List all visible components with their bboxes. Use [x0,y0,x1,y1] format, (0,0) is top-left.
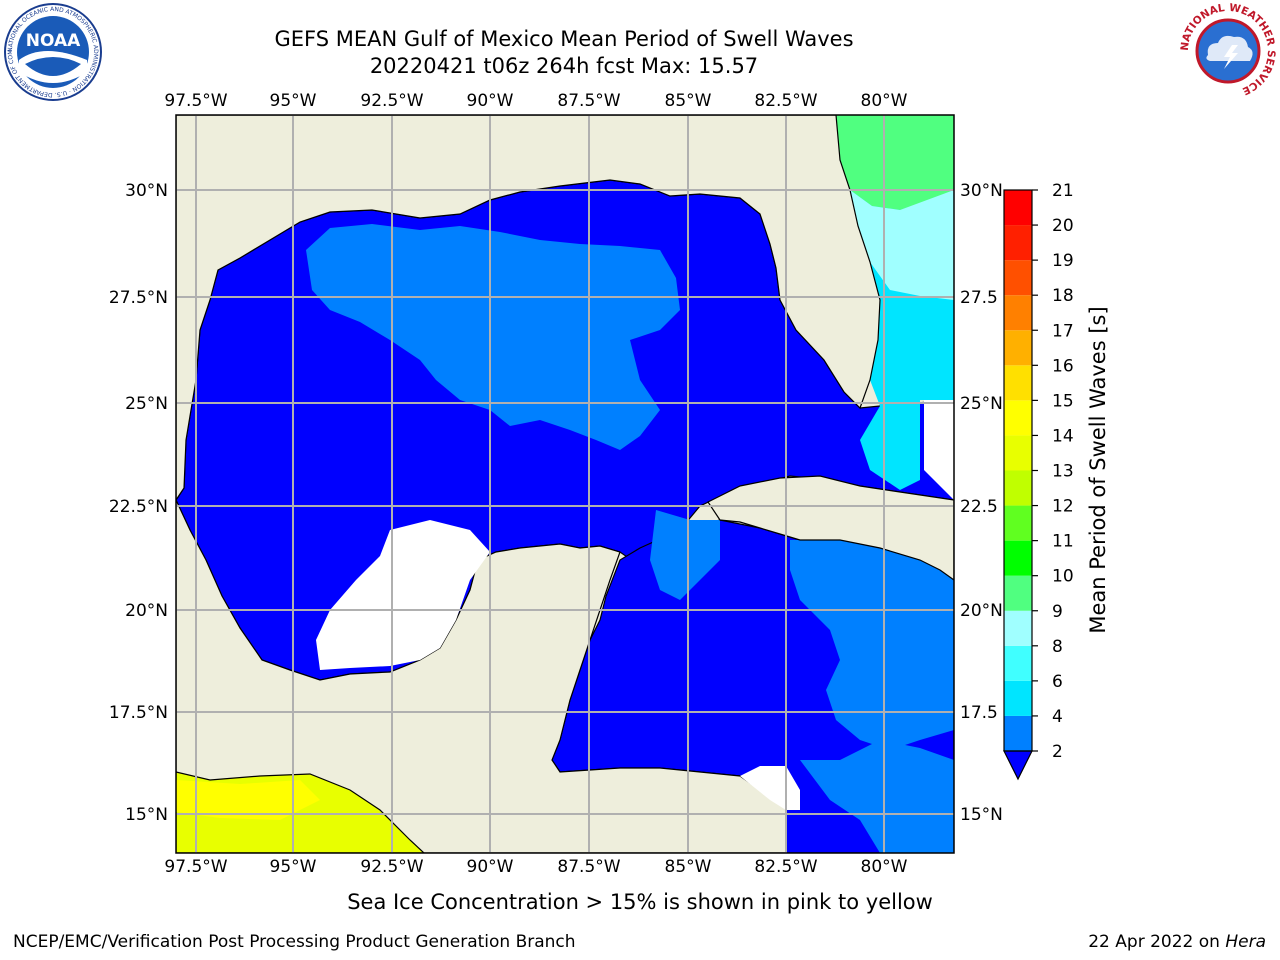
lat-tick-label: 17.5°N [109,703,168,723]
colorbar-swatch [1004,645,1032,681]
footer-machine: Hera [1225,932,1266,952]
sea-ice-note: Sea Ice Concentration > 15% is shown in … [347,890,933,914]
straits-cyan-region [860,400,920,490]
campeche-no-data [316,520,490,670]
colorbar-tick-label: 14 [1052,426,1074,446]
colorbar-tick-label: 11 [1052,532,1074,552]
lon-tick-label: 85°W [665,91,712,111]
colorbar-tick-label: 19 [1052,251,1074,271]
footer-branch: NCEP/EMC/Verification Post Processing Pr… [13,932,576,952]
lat-tick-label: 27.5°N [109,288,168,308]
lat-tick-label: 20°N [960,601,1003,621]
colorbar-tick-label: 15 [1052,391,1074,411]
lon-tick-label: 97.5°W [164,857,227,877]
colorbar-tick-label: 6 [1052,672,1063,692]
lon-tick-label: 85°W [665,857,712,877]
longitude-labels-top: 97.5°W 95°W 92.5°W 90°W 87.5°W 85°W 82.5°W 80°W [164,91,907,111]
nws-logo: NATIONAL WEATHER SERVICE [1179,2,1277,99]
lat-tick-label: 15°N [960,805,1003,825]
map-frame [175,114,955,854]
colorbar-swatch [1004,365,1032,401]
colorbar-swatch [1004,505,1032,541]
latitude-labels-left: 30°N 27.5°N 25°N 22.5°N 20°N 17.5°N 15°N [109,181,168,825]
southeast-caribbean-4-6s [800,740,954,853]
colorbar-label: Mean Period of Swell Waves [s] [1086,306,1110,633]
atlantic-green-band [836,115,954,210]
lat-tick-label: 27.5 [960,288,998,308]
noaa-logo-text: NOAA [26,31,81,51]
lon-tick-label: 82.5°W [754,91,817,111]
longitude-labels-bottom: 97.5°W 95°W 92.5°W 90°W 87.5°W 85°W 82.5°W 80°W [164,857,907,877]
lat-tick-label: 25°N [125,394,168,414]
lat-lon-grid [176,115,954,853]
colorbar-swatch [1004,575,1032,611]
colorbar-swatch [1004,260,1032,296]
colorbar-swatch [1004,435,1032,471]
lon-tick-label: 82.5°W [754,857,817,877]
lat-tick-label: 30°N [960,181,1003,201]
lon-tick-label: 90°W [467,857,514,877]
latitude-labels-right: 30°N 27.5 25°N 22.5 20°N 17.5 15°N [960,181,1003,825]
colorbar-tick-label: 8 [1052,637,1063,657]
chart-title: GEFS MEAN Gulf of Mexico Mean Period of … [274,27,854,51]
colorbar-swatch [1004,715,1032,751]
colorbar-swatch [1004,225,1032,261]
footer-date-text: 22 Apr 2022 on [1088,932,1226,952]
lon-tick-label: 80°W [861,857,908,877]
lon-tick-label: 87.5°W [557,857,620,877]
eastern-caribbean-4-6s [790,540,954,750]
colorbar-swatch [1004,190,1032,226]
colorbar-tick-label: 2 [1052,742,1063,762]
colorbar-tick-label: 9 [1052,602,1063,622]
central-gulf-4-6s [306,224,680,450]
colorbar-swatch [1004,540,1032,576]
colorbar-swatch [1004,400,1032,436]
chart-subtitle: 20220421 t06z 264h fcst Max: 15.57 [369,54,759,78]
colorbar-swatch [1004,470,1032,506]
pacific-light-yellow [176,780,320,820]
northeast-no-data [924,400,954,500]
colorbar-tick-label: 17 [1052,321,1074,341]
lon-tick-label: 87.5°W [557,91,620,111]
colorbar-swatch [1004,330,1032,366]
colorbar-tick-label: 16 [1052,356,1074,376]
cuba-land [707,475,954,581]
lat-tick-label: 15°N [125,805,168,825]
lat-tick-label: 22.5°N [109,497,168,517]
colorbar: 2 4 6 8 9 10 11 12 13 14 15 16 17 18 19 20 21 [1003,181,1074,781]
map-panel [176,115,954,853]
lat-tick-label: 20°N [125,601,168,621]
footer-date: 22 Apr 2022 on Hera [1088,932,1266,952]
lat-tick-label: 30°N [125,181,168,201]
yucatan-channel-4-6s [650,510,720,600]
lon-tick-label: 80°W [861,91,908,111]
atlantic-light-cyan [850,190,954,300]
colorbar-tick-label: 18 [1052,286,1074,306]
colorbar-tick-label: 12 [1052,497,1074,517]
colorbar-swatch [1004,295,1032,331]
colorbar-tick-label: 21 [1052,181,1074,201]
colorbar-tick-label: 20 [1052,216,1074,236]
colorbar-swatch [1004,680,1032,716]
lon-tick-label: 92.5°W [360,857,423,877]
colorbar-swatch [1004,610,1032,646]
lon-tick-label: 92.5°W [360,91,423,111]
colorbar-tick-label: 13 [1052,462,1074,482]
lon-tick-label: 97.5°W [164,91,227,111]
lat-tick-label: 22.5 [960,497,998,517]
lon-tick-label: 90°W [467,91,514,111]
lat-tick-label: 17.5 [960,703,998,723]
colorbar-tick-label: 10 [1052,567,1074,587]
noaa-logo: NOAA NATIONAL OCEANIC AND ATMOSPHERIC AD… [3,2,102,101]
lon-tick-label: 95°W [270,857,317,877]
colorbar-tick-label: 4 [1052,707,1063,727]
lat-tick-label: 25°N [960,394,1003,414]
lon-tick-label: 95°W [270,91,317,111]
colorbar-extend-arrow [1003,750,1033,781]
